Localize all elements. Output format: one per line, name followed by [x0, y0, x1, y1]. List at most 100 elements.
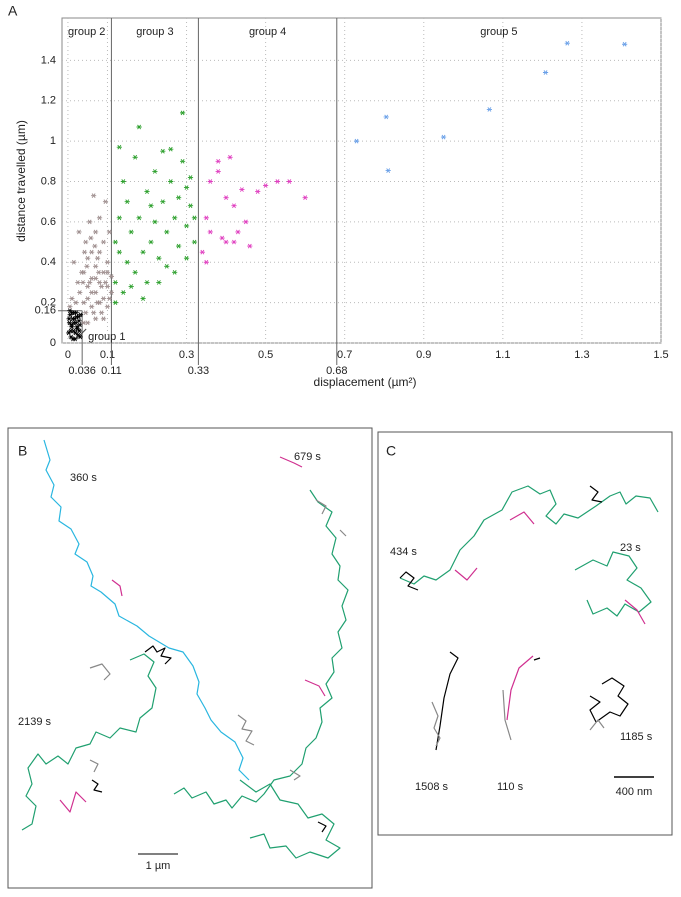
y-tick-label: 0.2 — [41, 297, 56, 309]
data-point — [93, 316, 99, 322]
data-point — [160, 199, 166, 205]
data-point — [102, 280, 109, 285]
data-point — [96, 300, 103, 305]
group-boundary-label: 0.33 — [188, 365, 209, 377]
data-point — [94, 255, 101, 261]
data-point — [183, 255, 190, 261]
group-boundary-label: 0.036 — [68, 365, 96, 377]
data-point — [183, 185, 190, 190]
data-point — [486, 107, 493, 112]
panel-label: B — [18, 443, 27, 459]
x-tick-label: 1.3 — [574, 349, 589, 361]
data-point — [176, 195, 182, 201]
data-point — [227, 154, 233, 160]
group-label: group 3 — [136, 26, 173, 38]
trajectory-label: 434 s — [390, 546, 417, 558]
data-point — [140, 249, 146, 255]
data-point — [152, 219, 158, 225]
data-point — [100, 296, 107, 301]
x-axis-label: displacement (µm²) — [314, 375, 417, 389]
data-point — [76, 314, 82, 320]
data-point — [67, 308, 73, 314]
y-tick-label: 1 — [50, 135, 56, 147]
data-point — [85, 296, 91, 301]
data-point — [73, 300, 79, 305]
data-point — [235, 229, 241, 235]
data-point — [81, 300, 87, 305]
data-point — [207, 229, 213, 235]
data-point — [98, 310, 105, 316]
group-label: group 2 — [68, 26, 105, 38]
data-point — [263, 183, 269, 188]
data-point — [144, 280, 150, 285]
scale-bar-label: 1 µm — [146, 860, 171, 872]
trajectory-label: 1508 s — [415, 781, 449, 793]
panel-c-frame — [377, 431, 673, 836]
data-point — [128, 229, 134, 235]
plot-frame — [61, 17, 662, 344]
data-point — [88, 235, 94, 241]
data-point — [168, 146, 174, 152]
data-point — [98, 284, 105, 289]
data-point — [239, 187, 245, 192]
data-point — [385, 168, 391, 173]
data-point — [108, 290, 115, 295]
data-point — [353, 138, 360, 144]
data-point — [187, 203, 194, 209]
trajectory-label: 679 s — [294, 451, 321, 463]
data-point — [383, 114, 389, 120]
data-point — [81, 320, 87, 326]
data-point — [112, 300, 118, 305]
data-point — [69, 296, 75, 301]
data-point — [140, 296, 146, 301]
data-point — [76, 229, 82, 235]
data-point — [81, 249, 88, 255]
data-point — [255, 189, 261, 194]
data-point — [92, 243, 98, 249]
group-label: group 4 — [249, 26, 286, 38]
trajectories-c — [399, 485, 659, 751]
data-point — [132, 154, 138, 160]
trajectory-label: 1185 s — [620, 731, 653, 743]
data-point — [77, 334, 83, 340]
data-point — [219, 235, 225, 241]
data-point — [67, 304, 73, 310]
data-point — [83, 310, 89, 316]
data-point — [83, 239, 89, 245]
data-point — [116, 215, 122, 221]
data-point — [91, 193, 97, 198]
data-point — [106, 296, 113, 301]
data-point — [68, 328, 74, 334]
data-point — [136, 124, 142, 130]
data-point — [191, 215, 198, 221]
y-tick-label: 0.4 — [41, 256, 56, 268]
data-point — [72, 330, 79, 336]
data-point — [207, 179, 213, 184]
data-point — [148, 239, 154, 245]
data-point — [77, 290, 83, 295]
data-point — [72, 316, 78, 322]
data-point — [112, 280, 118, 285]
data-point — [91, 310, 97, 316]
data-point — [132, 269, 138, 275]
data-point — [76, 318, 82, 324]
data-point — [75, 280, 81, 285]
data-point — [73, 310, 79, 316]
data-point — [68, 322, 75, 328]
data-point — [104, 304, 111, 310]
y-tick-label: 0 — [50, 337, 56, 349]
data-point — [199, 249, 205, 255]
panel-label: A — [8, 3, 18, 19]
data-point — [203, 259, 209, 265]
y-tick-label: 1.4 — [41, 54, 56, 66]
data-point — [116, 249, 122, 255]
data-point — [104, 269, 111, 275]
data-point — [136, 215, 142, 221]
data-point — [96, 280, 103, 285]
trajectory-label: 23 s — [620, 542, 641, 554]
data-point — [172, 269, 178, 275]
data-point — [302, 195, 308, 201]
group-boundary-label: 0.11 — [101, 365, 122, 377]
data-point — [156, 255, 162, 261]
data-point — [84, 263, 90, 269]
